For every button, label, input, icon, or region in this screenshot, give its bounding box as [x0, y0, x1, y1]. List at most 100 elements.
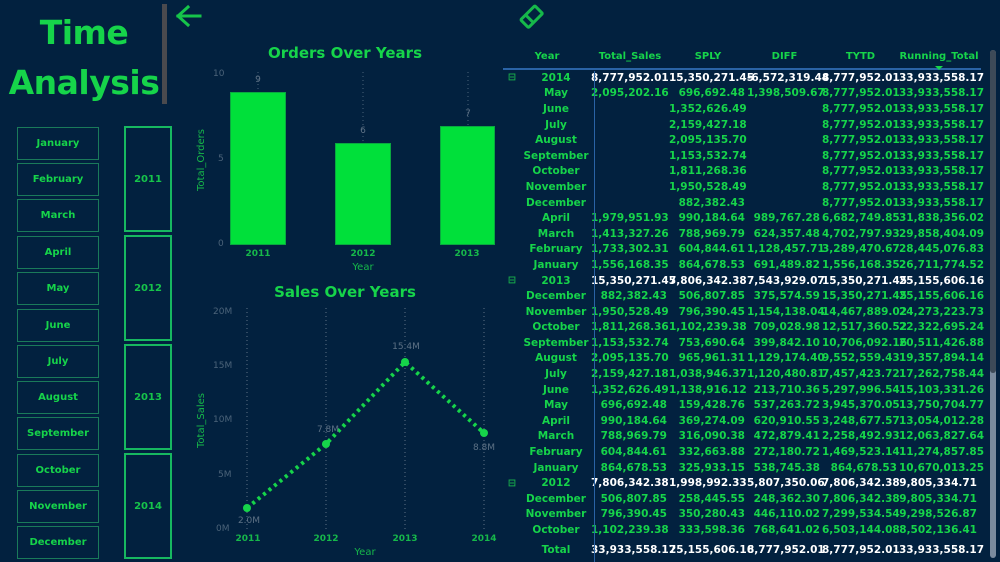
collapse-icon[interactable]: ⊟ [507, 275, 517, 287]
table-row-year: ⊟ 2013 15,350,271.45 7,806,342.38 7,543,929.… [503, 273, 984, 289]
y-tick: 10 [213, 69, 225, 79]
cell: 10,670,013.25 [899, 461, 985, 474]
row-header: July [545, 368, 567, 381]
row-header: 2014 [541, 71, 571, 84]
table-row: April 1,979,951.93 990,184.64 989,767.28 6,6… [503, 210, 984, 226]
cell: 696,692.48 [600, 399, 667, 412]
collapse-icon[interactable]: ⊟ [507, 477, 517, 489]
slicer-month-september[interactable]: September [17, 417, 99, 450]
cell: 7,806,342.38 [591, 477, 669, 490]
row-header: December [526, 290, 586, 303]
cell: 2,095,202.16 [591, 87, 669, 100]
column-header-running-total[interactable]: Running_Total [899, 51, 979, 70]
table-row: May 2,095,202.16 696,692.48 1,398,509.67 8,7… [503, 86, 984, 102]
row-header: March [537, 227, 575, 240]
cell: 5,807,350.06 [747, 477, 825, 490]
cell: 7,543,929.07 [747, 274, 825, 287]
table-scrollbar[interactable] [990, 50, 996, 558]
cell: 1,556,168.35 [822, 258, 900, 271]
column-header-total-sales[interactable]: Total_Sales [598, 50, 662, 62]
chart-title: Orders Over Years [267, 44, 423, 62]
cell: 213,710.36 [753, 383, 820, 396]
table-row: February 1,733,302.31 604,844.61 1,128,457.… [503, 242, 984, 258]
slicer-month-may[interactable]: May [17, 272, 99, 305]
cell: 33,933,558.17 [899, 71, 985, 84]
slicer-month-october[interactable]: October [17, 454, 99, 487]
cell: 350,280.43 [678, 508, 745, 521]
cell: 1,128,457.71 [747, 243, 825, 256]
slicer-month-july[interactable]: July [17, 345, 99, 378]
row-header: November [525, 508, 587, 521]
cell: 7,299,534.54 [822, 508, 900, 521]
cell: 369,274.09 [678, 414, 745, 427]
bar-2011[interactable] [230, 92, 286, 245]
collapse-icon[interactable]: ⊟ [507, 72, 517, 84]
cell: 4,702,797.93 [822, 227, 900, 240]
bar-2012[interactable] [335, 143, 391, 245]
cell: 8,777,952.01 [822, 71, 900, 84]
slicer-month-december[interactable]: December [17, 526, 99, 559]
cell: 2,258,492.93 [822, 430, 900, 443]
cell: 7,806,342.38 [669, 274, 747, 287]
y-tick: 20M [213, 307, 233, 317]
slicer-month-june[interactable]: June [17, 309, 99, 342]
cell: 7,457,423.72 [822, 368, 900, 381]
slicer-year-2014[interactable]: 2014 [124, 453, 172, 559]
table-row: November 1,950,528.49 8,777,952.01 33,933,5… [503, 179, 984, 195]
slicer-year-2013[interactable]: 2013 [124, 344, 172, 450]
cell: 5,297,996.54 [822, 383, 900, 396]
row-header: 2013 [541, 274, 571, 287]
table-row: March 788,969.79 316,090.38 472,879.41 2,258… [503, 429, 985, 445]
cell: 15,103,331.26 [899, 383, 985, 396]
table-row: June 1,352,626.49 1,138,916.12 213,710.36 5,… [503, 382, 985, 398]
cell: 1,811,268.36 [591, 321, 669, 334]
slicer-month-november[interactable]: November [17, 490, 99, 523]
slicer-month-april[interactable]: April [17, 236, 99, 269]
cell: 33,933,558.17 [591, 543, 677, 556]
column-header-tytd[interactable]: TYTD [845, 50, 876, 62]
cell: 990,184.64 [678, 212, 745, 225]
table-row-year: ⊟ 2012 7,806,342.38 1,998,992.33 5,807,350.0… [503, 475, 981, 491]
cell: 12,063,827.64 [899, 430, 985, 443]
x-tick: 2012 [350, 249, 376, 259]
chart-title: Sales Over Years [274, 283, 416, 301]
cell: 1,398,509.67 [747, 87, 825, 100]
slicer-month-february[interactable]: February [17, 163, 99, 196]
cell: 7,806,342.38 [822, 477, 900, 490]
table-row: August 2,095,135.70 8,777,952.01 33,933,558… [503, 132, 984, 148]
column-header-year[interactable]: Year [534, 50, 560, 62]
data-label: 9 [255, 75, 261, 85]
cell: 1,102,239.38 [669, 321, 747, 334]
cell: 1,733,302.31 [591, 243, 669, 256]
slicer-month-august[interactable]: August [17, 381, 99, 414]
cell: 33,933,558.17 [899, 543, 985, 556]
column-header-diff[interactable]: DIFF [771, 50, 798, 62]
y-axis-title: Total_Orders [196, 129, 207, 191]
scrollbar-thumb[interactable] [990, 50, 996, 373]
cell: 1,413,327.26 [591, 227, 669, 240]
cell: 1,979,951.93 [591, 212, 669, 225]
bar-2013[interactable] [440, 126, 495, 245]
table-row: October 1,811,268.36 1,102,239.38 709,028.9… [503, 320, 984, 336]
cell: 8,777,952.01 [822, 149, 900, 162]
arrow-left-icon[interactable] [174, 4, 202, 28]
table-row: November 1,950,528.49 796,390.45 1,154,138.… [503, 304, 984, 320]
row-header: April [541, 414, 571, 427]
row-header: June [543, 102, 569, 115]
cell: 10,706,092.16 [822, 336, 908, 349]
slicer-year-2011[interactable]: 2011 [124, 126, 172, 232]
column-header-sply[interactable]: SPLY [694, 50, 722, 62]
slicer-month-march[interactable]: March [17, 199, 99, 232]
slicer-month-january[interactable]: January [17, 127, 99, 160]
cell: 8,777,952.01 [822, 180, 900, 193]
cell: -6,572,319.44 [747, 71, 830, 84]
cell: 990,184.64 [600, 414, 667, 427]
cell: 29,858,404.09 [899, 227, 985, 240]
slicer-year-2012[interactable]: 2012 [124, 235, 172, 341]
cell: 25,155,606.16 [669, 543, 755, 556]
cell: 1,153,532.74 [591, 336, 669, 349]
cell: 768,641.02 [753, 524, 820, 537]
x-axis-title: Year [352, 262, 374, 273]
table-row: March 1,413,327.26 788,969.79 624,357.48 4,7… [503, 226, 985, 242]
eraser-icon[interactable] [517, 3, 547, 31]
